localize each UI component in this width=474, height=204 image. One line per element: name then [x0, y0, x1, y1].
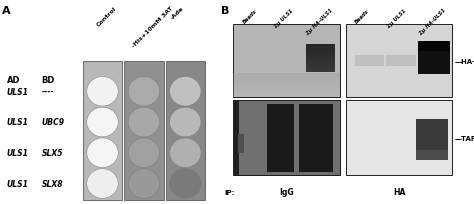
Circle shape — [170, 138, 201, 168]
Circle shape — [128, 169, 160, 198]
Text: —TAP-Slx5: —TAP-Slx5 — [455, 135, 474, 141]
Bar — [233, 101, 339, 175]
Bar — [346, 24, 452, 98]
Circle shape — [87, 77, 118, 106]
Bar — [233, 78, 339, 80]
Bar — [306, 53, 336, 55]
Circle shape — [87, 108, 118, 137]
Bar — [306, 55, 336, 58]
Circle shape — [170, 77, 201, 106]
Bar — [299, 105, 333, 172]
Bar — [233, 83, 339, 84]
Bar — [233, 86, 339, 87]
Bar — [83, 61, 122, 200]
Bar — [237, 134, 244, 153]
Bar — [233, 84, 339, 86]
Bar — [233, 89, 339, 91]
Text: IgG: IgG — [279, 187, 294, 196]
Circle shape — [128, 138, 160, 168]
Text: BD: BD — [41, 75, 55, 84]
Text: ULS1: ULS1 — [7, 118, 28, 127]
Bar — [233, 101, 239, 175]
Bar — [233, 80, 339, 81]
Bar — [233, 82, 339, 83]
Text: 2μ ULS1: 2μ ULS1 — [386, 8, 407, 29]
Bar — [306, 47, 336, 50]
Bar — [233, 77, 339, 78]
Text: -His+10mM 3AT: -His+10mM 3AT — [131, 6, 173, 49]
Text: AD: AD — [7, 75, 20, 84]
Bar — [306, 67, 336, 69]
Bar — [418, 41, 450, 51]
Text: HA: HA — [393, 187, 405, 196]
Text: B: B — [220, 6, 229, 16]
Circle shape — [128, 108, 160, 137]
Bar — [233, 93, 339, 94]
Bar — [386, 55, 416, 67]
Bar — [306, 58, 336, 61]
Text: ULS1: ULS1 — [7, 179, 28, 188]
Bar — [306, 50, 336, 53]
Text: Beads: Beads — [242, 8, 258, 24]
Bar — [306, 69, 336, 72]
Bar — [233, 73, 339, 75]
Bar — [233, 88, 339, 89]
Circle shape — [170, 169, 201, 198]
Circle shape — [87, 169, 118, 198]
Text: IP:: IP: — [225, 189, 235, 195]
Text: SLX5: SLX5 — [41, 149, 63, 157]
Bar — [346, 101, 452, 175]
Bar — [416, 150, 448, 161]
Bar — [418, 41, 450, 74]
Bar — [233, 76, 339, 77]
Text: ULS1: ULS1 — [7, 87, 28, 96]
Text: A: A — [2, 6, 11, 16]
Bar — [306, 44, 336, 72]
Text: 2μ HA-ULS1: 2μ HA-ULS1 — [418, 8, 447, 36]
Bar — [233, 97, 339, 98]
Bar — [233, 91, 339, 92]
Bar — [355, 55, 384, 67]
Text: -Ade: -Ade — [170, 6, 185, 21]
Bar — [233, 95, 339, 97]
Text: 2μ ULS1: 2μ ULS1 — [274, 8, 294, 29]
Text: SLX8: SLX8 — [41, 179, 63, 188]
Bar — [124, 61, 164, 200]
Bar — [233, 92, 339, 93]
Bar — [233, 87, 339, 88]
Circle shape — [87, 138, 118, 168]
Text: Control: Control — [96, 6, 118, 28]
Bar — [267, 105, 294, 172]
Bar — [306, 61, 336, 64]
Circle shape — [170, 108, 201, 137]
Circle shape — [128, 77, 160, 106]
Bar — [233, 75, 339, 76]
Text: 2μ HA-ULS1: 2μ HA-ULS1 — [306, 8, 334, 36]
Bar — [166, 61, 205, 200]
Text: ----: ---- — [41, 87, 54, 96]
Text: Beads: Beads — [355, 8, 371, 24]
Bar — [306, 64, 336, 67]
Text: ULS1: ULS1 — [7, 149, 28, 157]
Text: UBC9: UBC9 — [41, 118, 64, 127]
Bar — [233, 94, 339, 95]
Text: —HA-Uls1: —HA-Uls1 — [455, 58, 474, 64]
Bar — [233, 24, 339, 98]
Bar — [416, 120, 448, 161]
Bar — [233, 81, 339, 82]
Bar — [306, 44, 336, 47]
